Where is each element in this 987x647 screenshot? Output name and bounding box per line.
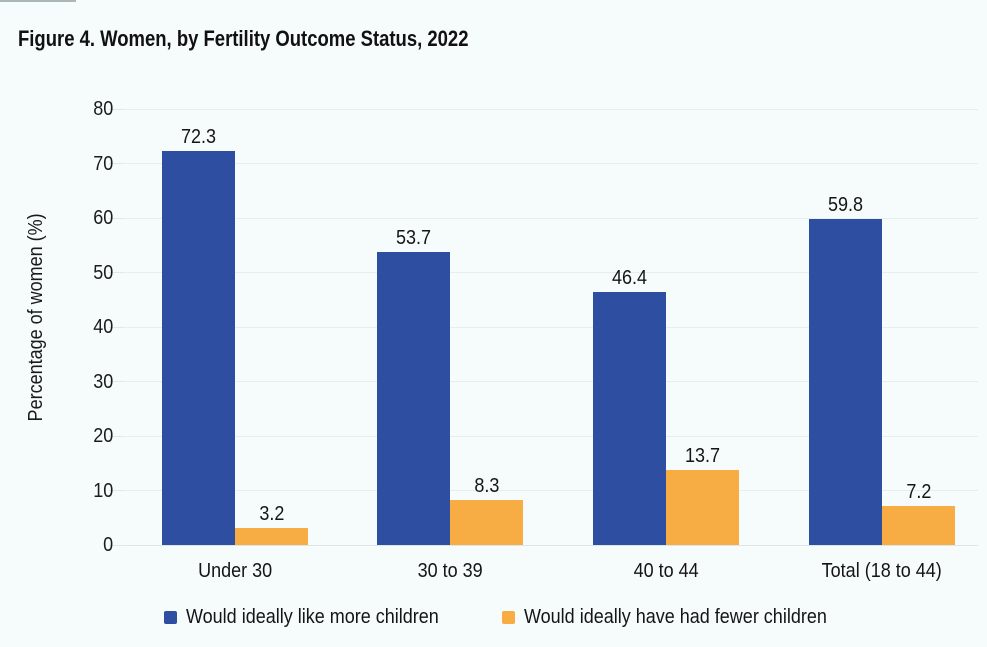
y-tick-label-text: 70 [92,152,113,175]
value-label: 46.4 [530,266,730,290]
x-category-label: 40 to 44 [566,559,766,583]
y-tick-label: 50 [53,260,113,286]
y-tick-label-text: 10 [92,479,113,502]
y-tick-label-text: 50 [92,261,113,284]
value-label: 53.7 [314,226,514,250]
y-tick-label-text: 40 [92,316,113,338]
y-tick-label: 60 [53,205,113,231]
value-label-text: 59.8 [827,194,864,217]
y-gridline [123,108,978,110]
value-label: 7.2 [819,480,987,504]
y-tick-label: 30 [53,369,113,395]
bar [377,252,450,545]
y-tick-label-text: 0 [102,534,113,556]
y-axis-tick [109,217,123,219]
bar [450,499,523,545]
y-tick-label: 10 [53,478,113,504]
y-axis-tick [109,326,123,328]
y-gridline [123,381,978,382]
y-axis-tick [109,381,123,382]
legend-label: Would ideally have had fewer children [524,604,861,630]
y-tick-label-text: 30 [92,370,113,393]
y-tick-label: 70 [53,151,113,177]
y-gridline [123,326,978,328]
legend-item: Would ideally have had fewer children [502,604,861,630]
legend: Would ideally like more children Would id… [38,604,987,630]
value-label: 59.8 [746,193,946,217]
y-tick-label-text: 60 [92,207,113,229]
x-category-label-text: Under 30 [197,560,273,582]
value-label-text: 53.7 [395,227,432,250]
x-category-label-text: Total (18 to 44) [821,560,943,582]
x-category-label-text: 30 to 39 [417,560,483,582]
y-axis-tick [109,272,123,273]
bar [235,527,308,545]
y-axis-title: Percentage of women (%) [23,167,49,467]
y-tick-label-text: 80 [92,98,113,120]
y-tick-label: 0 [53,532,113,558]
bar [882,505,955,545]
value-label-text: 72.3 [180,125,217,148]
bar [809,219,882,545]
value-label-text: 3.2 [258,502,285,525]
y-axis-tick [109,544,123,546]
bar [162,150,235,545]
y-axis-title-text: Percentage of women (%) [25,212,47,422]
chart-title-text: Figure 4. Women, by Fertility Outcome St… [18,26,469,51]
value-label-text: 7.2 [905,480,932,503]
y-gridline [123,217,978,219]
legend-swatch-icon [502,610,516,624]
legend-swatch-icon [164,610,178,624]
y-tick-label-text: 20 [92,425,113,447]
bar [593,292,666,545]
legend-item: Would ideally like more children [164,604,467,630]
value-label: 8.3 [387,474,587,498]
y-axis-tick [109,108,123,110]
y-axis-tick [109,490,123,491]
value-label: 72.3 [99,125,299,149]
top-edge-accent-line [0,0,76,2]
legend-label: Would ideally like more children [186,604,467,630]
y-gridline [123,272,978,273]
x-category-label: 30 to 39 [350,559,550,583]
x-category-label: Under 30 [135,559,335,583]
y-tick-label: 80 [53,96,113,122]
y-gridline [123,544,978,546]
value-label: 13.7 [603,444,803,468]
bar [666,470,739,545]
value-label-text: 13.7 [684,445,721,468]
chart-title: Figure 4. Women, by Fertility Outcome St… [18,26,554,52]
x-category-label-text: 40 to 44 [633,560,699,582]
y-tick-label: 40 [53,314,113,340]
y-axis-tick [109,435,123,437]
value-label-text: 46.4 [611,267,648,290]
legend-label-text: Would ideally like more children [186,606,440,628]
y-tick-label: 20 [53,423,113,449]
y-gridline [123,163,978,164]
y-gridline [123,490,978,491]
x-category-label: Total (18 to 44) [782,559,982,583]
y-gridline [123,435,978,437]
value-label-text: 8.3 [473,474,500,497]
legend-label-text: Would ideally have had fewer children [524,606,828,628]
value-label: 3.2 [172,502,372,526]
y-axis-tick [109,163,123,164]
